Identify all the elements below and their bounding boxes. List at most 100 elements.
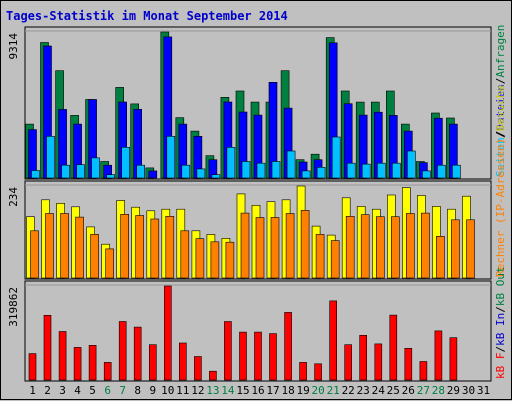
x-tick-label: 22	[342, 384, 355, 397]
x-tick-label: 2	[44, 384, 51, 397]
bar-seiten-day-20	[316, 167, 326, 179]
x-tick-label: 31	[477, 384, 490, 397]
bar-kb-f-day-1	[28, 353, 37, 381]
bar-kb-f-day-17	[269, 333, 277, 381]
bar-seiten-day-24	[376, 162, 386, 179]
bar-seiten-day-13	[211, 174, 221, 179]
legend-entry: Seiten	[494, 137, 507, 177]
bar-rechner-ip-adressen--day-3	[60, 213, 69, 279]
x-tick-label: 21	[327, 384, 340, 397]
x-tick-label: 27	[417, 384, 430, 397]
bar-seiten-day-14	[226, 147, 236, 179]
bar-kb-f-day-27	[419, 361, 428, 381]
bar-rechner-ip-adressen--day-7	[120, 214, 129, 279]
bar-rechner-ip-adressen--day-17	[270, 217, 280, 279]
y-max-label: 234	[7, 187, 20, 207]
x-tick-label: 12	[191, 384, 204, 397]
bar-rechner-ip-adressen--day-24	[375, 216, 385, 279]
bar-rechner-ip-adressen--day-20	[315, 234, 325, 279]
bar-kb-f-day-14	[224, 321, 232, 381]
bar-kb-f-day-5	[88, 344, 97, 381]
bar-kb-f-day-25	[389, 314, 398, 381]
bar-rechner-ip-adressen--day-19	[300, 210, 310, 279]
x-tick-label: 25	[387, 384, 400, 397]
bar-seiten-day-4	[76, 164, 85, 179]
bar-rechner-ip-adressen--day-26	[405, 213, 415, 279]
bar-rechner-ip-adressen--day-1	[30, 230, 39, 279]
bar-kb-f-day-16	[254, 331, 262, 381]
bar-kb-f-day-29	[449, 337, 458, 381]
y-max-label: 9314	[7, 33, 20, 60]
y-max-label: 319862	[7, 287, 20, 327]
bar-seiten-day-1	[31, 170, 40, 179]
bar-rechner-ip-adressen--day-22	[345, 216, 355, 279]
x-tick-label: 10	[161, 384, 174, 397]
bar-seiten-day-23	[361, 163, 371, 179]
bar-rechner-ip-adressen--day-13	[210, 241, 220, 279]
bar-seiten-day-16	[256, 162, 266, 179]
bar-rechner-ip-adressen--day-4	[75, 216, 84, 279]
bar-kb-f-day-24	[374, 343, 383, 381]
bar-seiten-day-19	[301, 170, 311, 179]
bar-kb-f-day-10	[164, 285, 172, 381]
bar-seiten-day-6	[106, 174, 115, 179]
bar-rechner-ip-adressen--day-21	[330, 240, 340, 279]
bar-kb-f-day-18	[284, 312, 292, 381]
legend-entry: kB F	[494, 353, 507, 380]
bar-rechner-ip-adressen--day-18	[285, 213, 295, 279]
bar-seiten-day-11	[181, 164, 191, 179]
bar-kb-f-day-6	[103, 362, 112, 381]
bar-seiten-day-7	[121, 147, 130, 179]
bar-seiten-day-25	[391, 162, 401, 179]
x-tick-label: 26	[402, 384, 415, 397]
legend-entry: Rechner (IP-Adressen)	[494, 138, 507, 277]
bar-seiten-day-2	[46, 136, 55, 179]
bar-seiten-day-26	[406, 150, 416, 179]
legend-entry: /	[494, 306, 507, 313]
x-tick-label: 15	[236, 384, 249, 397]
legend-entry: Anfragen	[494, 25, 507, 78]
bar-kb-f-day-4	[73, 347, 82, 381]
bar-seiten-day-27	[422, 170, 431, 179]
x-tick-label: 5	[89, 384, 96, 397]
bar-rechner-ip-adressen--day-12	[195, 238, 205, 279]
x-tick-label: 16	[251, 384, 264, 397]
bar-rechner-ip-adressen--day-15	[240, 212, 250, 279]
bar-rechner-ip-adressen--day-10	[165, 216, 175, 279]
bar-rechner-ip-adressen--day-14	[225, 241, 235, 279]
bar-rechner-ip-adressen--day-5	[90, 234, 99, 279]
bar-kb-f-day-11	[179, 342, 187, 381]
legend-entry: kB In	[494, 313, 507, 346]
bar-kb-f-day-12	[194, 356, 202, 381]
legend-middle: Rechner (IP-Adressen)/Besuche	[494, 85, 507, 277]
bar-kb-f-day-9	[149, 344, 157, 381]
bar-kb-f-day-19	[299, 362, 307, 381]
bar-kb-f-day-7	[118, 321, 127, 381]
x-tick-label: 1	[29, 384, 36, 397]
bar-seiten-day-29	[452, 164, 461, 179]
legend-entry: /	[494, 131, 507, 138]
bar-seiten-day-12	[196, 168, 206, 179]
bar-kb-f-day-23	[359, 334, 368, 381]
bar-seiten-day-5	[91, 157, 100, 179]
bar-rechner-ip-adressen--day-28	[436, 236, 445, 279]
bar-rechner-ip-adressen--day-23	[360, 214, 370, 279]
bar-rechner-ip-adressen--day-16	[255, 217, 265, 279]
x-tick-label: 6	[104, 384, 111, 397]
bar-kb-f-day-22	[344, 344, 353, 381]
bar-rechner-ip-adressen--day-30	[466, 219, 475, 279]
bar-kb-f-day-2	[43, 314, 52, 381]
bar-kb-f-day-15	[239, 331, 247, 381]
x-tick-label: 14	[221, 384, 235, 397]
x-tick-label: 29	[447, 384, 460, 397]
x-tick-label: 3	[59, 384, 66, 397]
x-tick-label: 17	[266, 384, 279, 397]
bar-seiten-day-18	[286, 150, 296, 179]
legend-bottom: kB F/kB In/kB Out	[494, 266, 507, 379]
x-tick-label: 24	[372, 384, 386, 397]
bar-kb-f-day-3	[58, 331, 67, 381]
bar-dateien-day-9	[148, 170, 158, 179]
bar-seiten-day-22	[346, 162, 356, 179]
bar-rechner-ip-adressen--day-2	[45, 213, 54, 279]
